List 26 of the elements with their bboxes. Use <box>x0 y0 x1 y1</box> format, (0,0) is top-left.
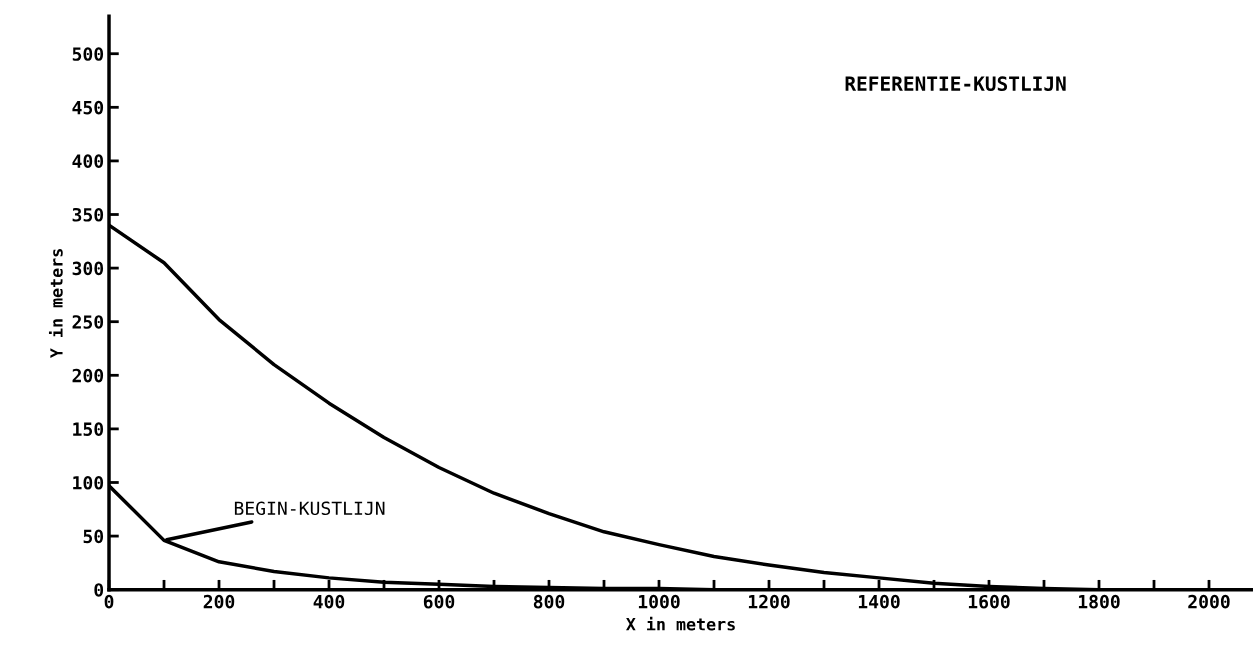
x-tick-label: 0 <box>104 594 114 609</box>
x-axis-title: X in meters <box>626 616 735 631</box>
y-axis-title: Y in meters <box>48 249 63 359</box>
y-tick-label: 350 <box>72 207 104 222</box>
y-tick-label: 50 <box>83 529 104 544</box>
x-tick-label: 800 <box>533 594 565 609</box>
y-tick-label: 300 <box>72 261 104 276</box>
x-tick-label: 1400 <box>858 594 900 609</box>
x-tick-label: 2000 <box>1188 594 1230 609</box>
y-tick-label: 250 <box>72 315 104 329</box>
x-tick-label: 200 <box>203 594 235 609</box>
x-tick-label: 1200 <box>748 594 790 609</box>
annotation: BEGIN-KUSTLIJN <box>234 501 385 516</box>
y-tick-label: 150 <box>73 422 104 437</box>
y-tick-label: 200 <box>72 368 104 383</box>
y-tick-label: 400 <box>72 154 104 169</box>
y-tick-label: 100 <box>73 475 104 490</box>
text: REFERENTIE-KUSTLIJN <box>845 76 1066 92</box>
x-tick-label: 400 <box>313 594 345 609</box>
x-tick-label: 1000 <box>638 594 680 609</box>
x-tick-label: 1600 <box>968 594 1010 609</box>
y-tick-label: 500 <box>72 47 104 61</box>
x-tick-label: 1800 <box>1078 594 1120 609</box>
y-tick-label: 450 <box>72 100 104 115</box>
y-tick-label: 0 <box>94 583 104 597</box>
x-tick-label: 600 <box>423 594 455 609</box>
